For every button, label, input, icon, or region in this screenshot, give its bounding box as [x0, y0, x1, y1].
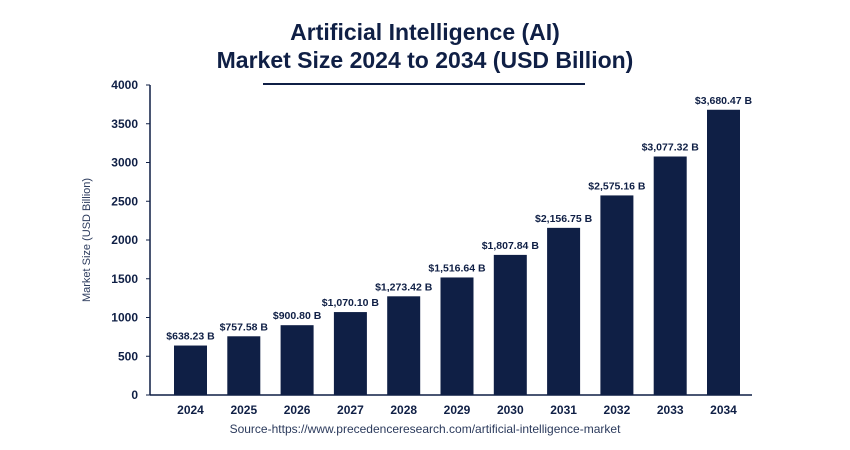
x-tick-label: 2024 — [177, 403, 204, 417]
data-label: $900.80 B — [273, 310, 322, 322]
x-tick-label: 2034 — [710, 403, 737, 417]
chart-title: Artificial Intelligence (AI) — [290, 19, 560, 45]
y-tick-label: 1000 — [111, 311, 138, 325]
bar — [174, 345, 207, 395]
bar — [547, 227, 581, 395]
y-tick-label: 2500 — [111, 194, 138, 208]
y-tick-label: 500 — [118, 349, 138, 363]
data-label: $2,156.75 B — [535, 213, 593, 225]
data-label: $638.23 B — [166, 331, 215, 343]
bar — [653, 156, 687, 395]
bar — [440, 277, 474, 395]
data-label: $2,575.16 B — [588, 180, 646, 192]
bar — [227, 336, 261, 395]
x-tick-label: 2029 — [444, 403, 471, 417]
chart-subtitle: Market Size 2024 to 2034 (USD Billion) — [216, 47, 634, 73]
source-note: Source-https://www.precedenceresearch.co… — [229, 422, 621, 436]
x-tick-label: 2028 — [390, 403, 417, 417]
data-label: $757.58 B — [220, 321, 269, 333]
y-tick-label: 2000 — [111, 233, 138, 247]
x-tick-label: 2032 — [604, 403, 631, 417]
bar — [280, 325, 314, 395]
bar — [333, 312, 367, 395]
bar — [707, 109, 740, 395]
x-tick-label: 2027 — [337, 403, 364, 417]
y-tick-label: 4000 — [111, 78, 138, 92]
x-tick-label: 2030 — [497, 403, 524, 417]
y-tick-label: 0 — [131, 388, 138, 402]
data-label: $1,807.84 B — [482, 240, 540, 252]
data-label: $1,516.64 B — [428, 262, 486, 274]
bar — [493, 254, 527, 395]
data-label: $3,680.47 B — [695, 95, 753, 107]
y-axis-title: Market Size (USD Billion) — [81, 178, 93, 302]
x-tick-label: 2031 — [550, 403, 577, 417]
data-label: $1,070.10 B — [322, 297, 380, 309]
data-label: $1,273.42 B — [375, 281, 433, 293]
bar — [387, 296, 421, 395]
x-tick-label: 2026 — [284, 403, 311, 417]
y-tick-label: 1500 — [111, 272, 138, 286]
x-tick-label: 2025 — [230, 403, 257, 417]
y-tick-label: 3500 — [111, 117, 138, 131]
y-tick-label: 3000 — [111, 156, 138, 170]
bar — [600, 195, 634, 395]
data-label: $3,077.32 B — [642, 142, 700, 154]
title-underline — [263, 83, 585, 85]
x-tick-label: 2033 — [657, 403, 684, 417]
